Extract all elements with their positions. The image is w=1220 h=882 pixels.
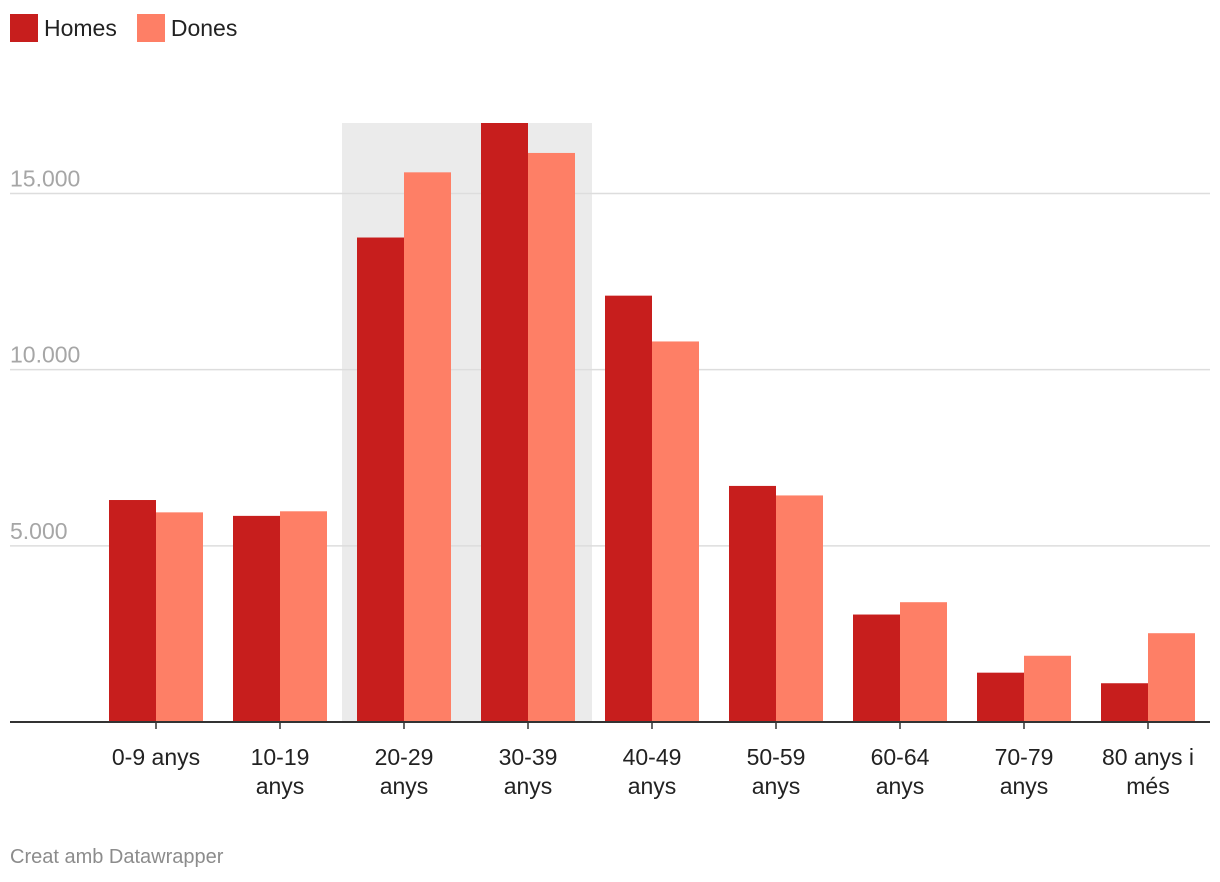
x-tick-label-6: 60-64 anys bbox=[871, 744, 930, 799]
x-tick-label-line: anys bbox=[876, 773, 925, 799]
bar-dones-2 bbox=[404, 172, 451, 722]
bar-dones-4 bbox=[652, 341, 699, 722]
x-tick-label-line: 50-59 bbox=[747, 744, 806, 770]
legend-label-dones: Dones bbox=[170, 14, 238, 41]
x-tick-label-4: 40-49 anys bbox=[623, 744, 682, 799]
x-tick-label-line: anys bbox=[752, 773, 801, 799]
bar-homes-8 bbox=[1101, 683, 1148, 722]
x-tick-label-line: 40-49 bbox=[623, 744, 682, 770]
x-tick-label-line: anys bbox=[504, 773, 553, 799]
x-tick-label-line: 10-19 bbox=[251, 744, 310, 770]
bar-dones-8 bbox=[1148, 633, 1195, 722]
x-tick-label-line: anys bbox=[628, 773, 677, 799]
bar-dones-5 bbox=[776, 495, 823, 722]
bar-dones-6 bbox=[900, 602, 947, 722]
bar-homes-0 bbox=[109, 500, 156, 722]
footer-credit: Creat amb Datawrapper bbox=[10, 846, 224, 868]
x-tick-label-7: 70-79 anys bbox=[995, 744, 1054, 799]
x-tick-label-2: 20-29 anys bbox=[375, 744, 434, 799]
bar-dones-0 bbox=[156, 512, 203, 722]
legend-item-homes: Homes bbox=[10, 14, 117, 42]
x-tick-label-0: 0-9 anys bbox=[112, 744, 200, 770]
x-tick-label-line: 0-9 anys bbox=[112, 744, 200, 770]
y-tick-label-5000: 5.000 bbox=[10, 518, 68, 544]
legend-swatch-homes bbox=[10, 14, 38, 42]
x-tick-label-line: 70-79 bbox=[995, 744, 1054, 770]
y-tick-label-15000: 15.000 bbox=[10, 165, 80, 191]
bar-homes-3 bbox=[481, 123, 528, 722]
x-tick-label-line: 20-29 bbox=[375, 744, 434, 770]
bar-homes-7 bbox=[977, 672, 1024, 722]
x-tick-label-line: 30-39 bbox=[499, 744, 558, 770]
x-tick-label-3: 30-39 anys bbox=[499, 744, 558, 799]
legend-swatch-dones bbox=[136, 14, 165, 42]
x-tick-label-5: 50-59 anys bbox=[747, 744, 806, 799]
bar-homes-5 bbox=[729, 485, 776, 722]
x-tick-label-line: anys bbox=[1000, 773, 1049, 799]
bar-homes-6 bbox=[853, 614, 900, 722]
x-tick-label-8: 80 anys i més bbox=[1102, 744, 1194, 799]
y-axis-tick-labels: 5.000 10.000 15.000 bbox=[10, 165, 80, 543]
legend-label-homes: Homes bbox=[44, 14, 117, 41]
x-tick-label-line: 80 anys i bbox=[1102, 744, 1194, 770]
bar-dones-1 bbox=[280, 511, 327, 722]
bar-homes-2 bbox=[357, 237, 404, 722]
bar-group bbox=[109, 123, 1195, 722]
bar-dones-3 bbox=[528, 152, 575, 722]
legend-item-dones: Dones bbox=[136, 14, 238, 42]
x-tick-label-line: anys bbox=[380, 773, 429, 799]
x-axis bbox=[10, 721, 1210, 729]
bar-homes-1 bbox=[233, 515, 280, 722]
bar-homes-4 bbox=[605, 295, 652, 722]
y-tick-label-10000: 10.000 bbox=[10, 342, 80, 368]
x-tick-label-line: 60-64 bbox=[871, 744, 930, 770]
x-tick-label-line: més bbox=[1126, 773, 1169, 799]
x-tick-label-1: 10-19 anys bbox=[251, 744, 310, 799]
bar-dones-7 bbox=[1024, 655, 1071, 722]
x-tick-label-line: anys bbox=[256, 773, 305, 799]
legend: Homes Dones bbox=[10, 13, 257, 43]
